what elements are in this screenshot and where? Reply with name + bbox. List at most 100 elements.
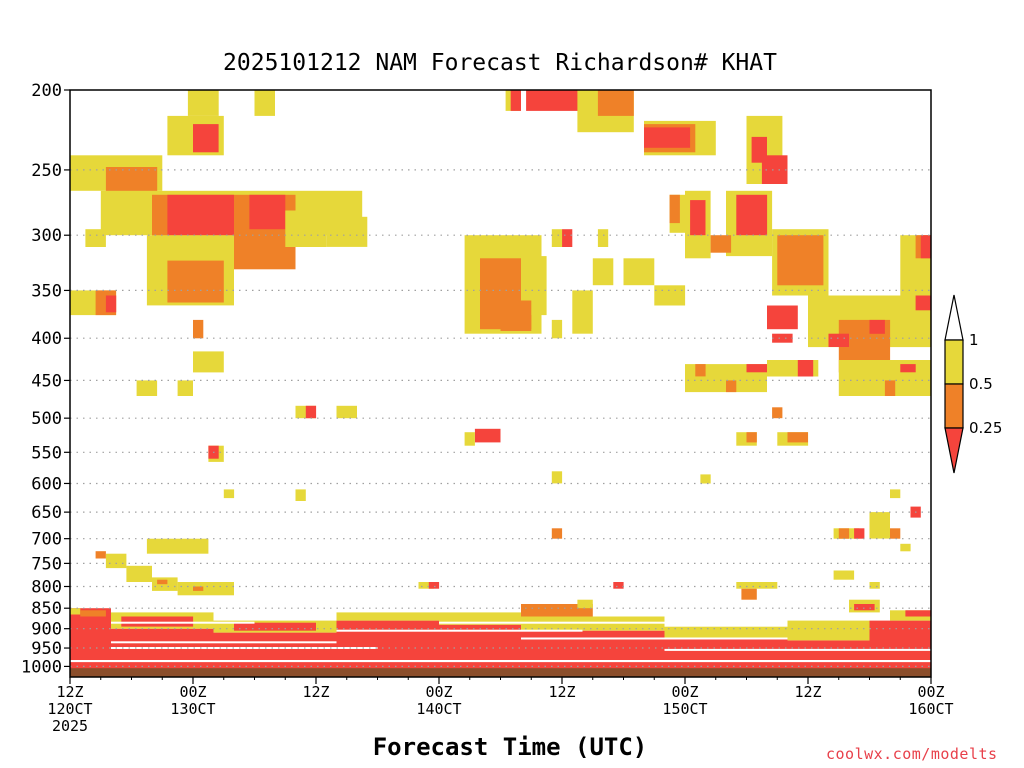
ri-cell (177, 582, 234, 596)
ri-cell (157, 579, 168, 585)
colorbar-label: 0.5 (969, 375, 993, 393)
colorbar-label: 1 (969, 331, 979, 349)
ri-cell (126, 565, 152, 582)
y-tick-label: 850 (31, 599, 62, 619)
ri-cell (884, 380, 896, 396)
ri-cell (623, 258, 655, 286)
ri-cell (105, 553, 127, 569)
ri-cell (644, 127, 691, 148)
x-tick-label: 12Z (548, 683, 575, 701)
ri-cell (285, 210, 327, 247)
ri-cell (920, 235, 931, 259)
ri-cell (905, 610, 931, 617)
ri-cell (695, 364, 706, 377)
ri-cell (500, 300, 532, 331)
x-tick-label: 160CT (908, 700, 953, 718)
x-tick-label: 130CT (170, 700, 215, 718)
y-tick-label: 750 (31, 554, 62, 574)
ri-cell (510, 90, 521, 111)
y-tick-label: 950 (31, 639, 62, 659)
colorbar-extend-high (944, 294, 964, 341)
ri-cell (105, 295, 117, 313)
layer-gap (70, 660, 931, 662)
ri-cell (736, 194, 768, 236)
ri-cell (193, 319, 204, 339)
colorbar: 1 0.5 0.25 (944, 294, 1002, 474)
ri-cell (700, 474, 711, 484)
ri-cell (777, 235, 824, 286)
ri-cell (336, 405, 357, 419)
x-tick-label: 140CT (416, 700, 461, 718)
ri-cell (85, 229, 106, 247)
ri-cell (336, 620, 439, 652)
ri-cell (654, 285, 686, 306)
layer-gap (111, 647, 378, 649)
ri-cell (787, 432, 808, 443)
ri-cell (428, 582, 440, 589)
ri-cell (193, 586, 204, 591)
ri-cell (869, 319, 885, 334)
ri-cell (828, 333, 849, 347)
ri-cell (213, 632, 337, 650)
ri-cell (797, 360, 814, 377)
ri-cell (551, 471, 563, 484)
y-tick-label: 300 (31, 226, 62, 246)
ri-cell (418, 582, 434, 589)
x-tick-label: 00Z (179, 683, 206, 701)
ri-cell (474, 428, 501, 443)
ri-cell (664, 638, 788, 656)
ri-cell (900, 364, 916, 373)
watermark: coolwx.com/modelts (826, 745, 998, 763)
ri-cell (193, 351, 224, 373)
ri-cell (70, 668, 931, 677)
ri-cell (562, 229, 573, 247)
ri-cell (726, 380, 737, 393)
ri-cell (167, 260, 224, 303)
ri-cell (869, 582, 880, 589)
ri-cell (572, 290, 593, 334)
ri-cell (295, 489, 306, 501)
layer-gap (439, 621, 685, 624)
ri-cell (838, 528, 850, 539)
ri-cell (597, 90, 634, 116)
ri-cell (70, 608, 81, 615)
ri-cell (613, 582, 624, 589)
ri-cell (111, 628, 214, 649)
y-tick-label: 600 (31, 474, 62, 494)
ri-cell (464, 432, 475, 446)
y-tick-label: 250 (31, 161, 62, 181)
ri-cell (187, 90, 219, 116)
ri-cell (592, 258, 614, 286)
ri-cell (521, 630, 665, 654)
x-tick-label: 2025 (52, 717, 88, 735)
x-tick-label: 120CT (47, 700, 92, 718)
ri-cell (772, 333, 793, 343)
ri-cell (336, 612, 439, 621)
layer-gap (111, 641, 337, 644)
y-tick-label: 200 (31, 81, 62, 101)
y-tick-label: 450 (31, 371, 62, 391)
y-tick-label: 650 (31, 503, 62, 523)
ri-cell (193, 124, 219, 153)
ri-cell (526, 90, 593, 111)
layer-gap (111, 621, 255, 624)
ri-cell (736, 582, 778, 589)
y-tick-label: 900 (31, 620, 62, 640)
ri-cell (177, 380, 193, 396)
x-tick-label: 00Z (425, 683, 452, 701)
ri-cell (854, 604, 875, 611)
ri-cell (521, 604, 593, 617)
ri-cell (669, 194, 680, 224)
y-tick-label: 350 (31, 281, 62, 301)
ri-cell (833, 570, 855, 580)
ri-cell (869, 620, 931, 660)
ri-cell (772, 407, 783, 419)
layer-gap (336, 629, 583, 632)
ri-cell (869, 512, 890, 539)
ri-cell (746, 364, 767, 373)
ri-cell (551, 528, 563, 539)
colorbar-label: 0.25 (969, 419, 1002, 437)
layer-gap (521, 637, 788, 640)
ri-cell (690, 200, 706, 236)
ri-cell (890, 528, 901, 539)
